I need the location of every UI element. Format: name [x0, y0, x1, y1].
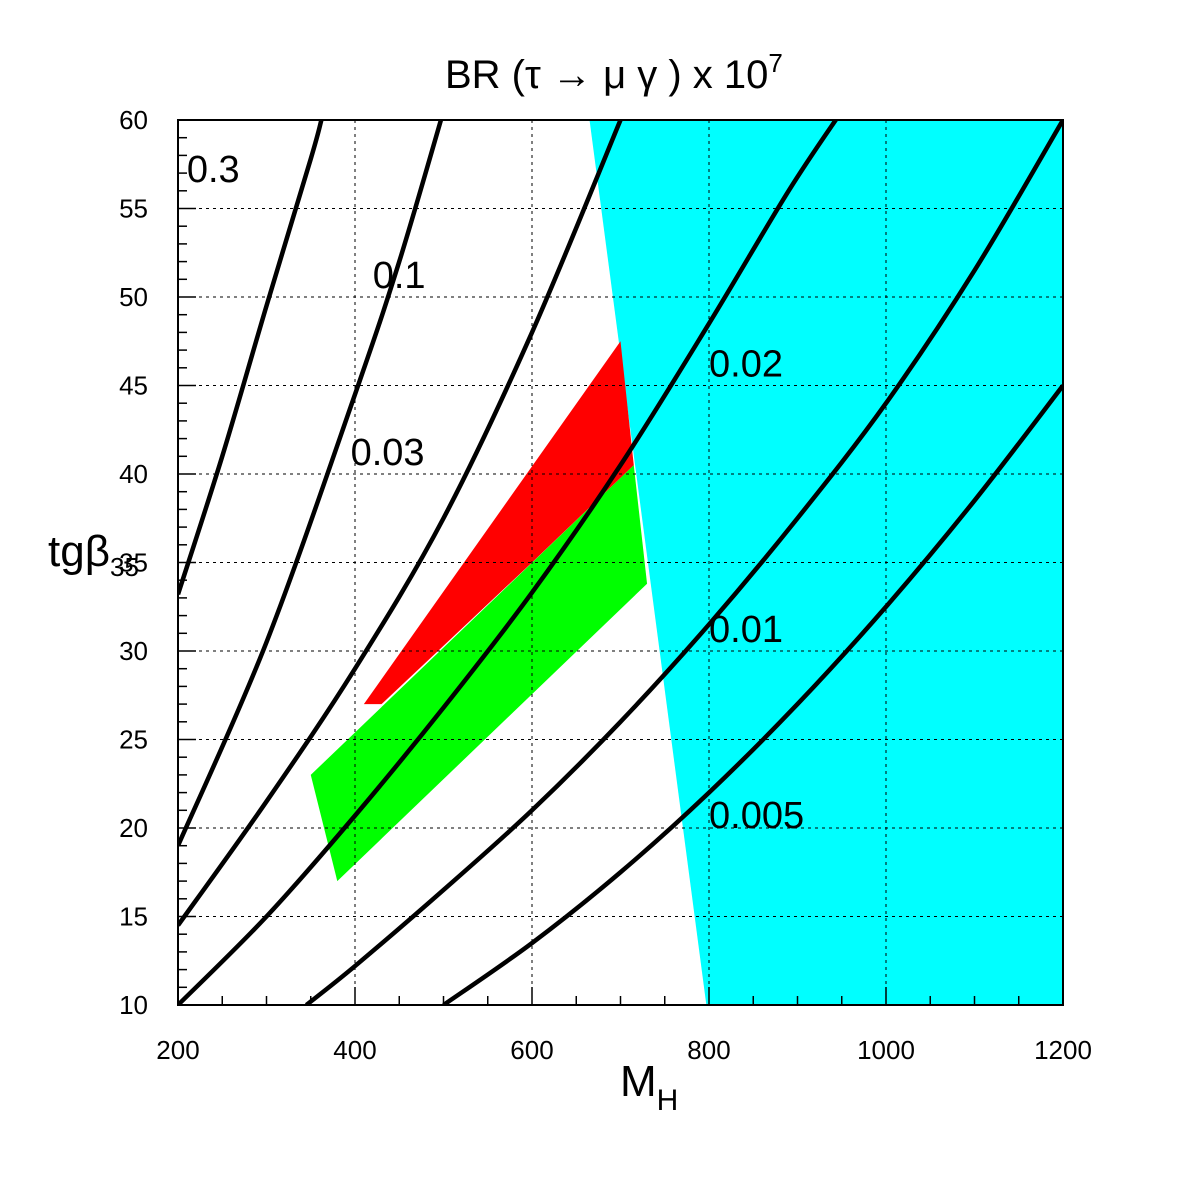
x-tick-label: 200 [156, 1035, 199, 1065]
contour-line-0-1 [178, 120, 444, 847]
cyan-region [589, 120, 1063, 1005]
y-tick-label: 50 [119, 282, 148, 312]
y-tick-label: 25 [119, 725, 148, 755]
x-tick-label: 1000 [857, 1035, 915, 1065]
y-tick-label: 15 [119, 902, 148, 932]
contour-label-0-005: 0.005 [709, 795, 804, 837]
contour-line-0-02 [178, 120, 839, 1005]
contour-label-0-1: 0.1 [373, 255, 426, 297]
contour-line-0-3 [178, 120, 324, 596]
red-region [363, 341, 634, 705]
x-tick-label: 600 [510, 1035, 553, 1065]
green-region [310, 465, 648, 882]
contour-label-0-01: 0.01 [709, 609, 783, 651]
contour-line-0-005 [442, 384, 1063, 1005]
tick-labels: 200 400 600 800 1000 1200 10 15 20 25 30 35 40 45 50 55… [119, 105, 1092, 1065]
contour-line-0-03 [178, 120, 623, 927]
contour-label-0-02: 0.02 [709, 344, 783, 386]
y-tick-label: 10 [119, 990, 148, 1020]
contour-lines [178, 120, 1063, 1005]
shaded-regions [310, 120, 1063, 1005]
contour-label-0-3: 0.3 [187, 149, 240, 191]
contour-line-0-01 [304, 120, 1063, 1005]
chart-title: BR (τ → μ γ ) x 107 [445, 48, 783, 97]
axis-frame [177, 119, 1064, 1006]
y-tick-label: 55 [119, 194, 148, 224]
y-axis-title: tgβ35 [48, 527, 139, 582]
x-tick-label: 400 [333, 1035, 376, 1065]
y-tick-label: 20 [119, 813, 148, 843]
contour-label-0-03: 0.03 [351, 432, 425, 474]
y-tick-label: 60 [119, 105, 148, 135]
x-axis-title: MH [620, 1057, 678, 1117]
y-tick-label: 45 [119, 371, 148, 401]
x-tick-label: 1200 [1034, 1035, 1092, 1065]
x-tick-label: 800 [687, 1035, 730, 1065]
y-tick-label: 35 [119, 548, 148, 578]
contour-labels: 0.3 0.1 0.03 0.02 0.01 0.005 [187, 149, 804, 837]
y-tick-label: 30 [119, 636, 148, 666]
y-tick-label: 40 [119, 459, 148, 489]
